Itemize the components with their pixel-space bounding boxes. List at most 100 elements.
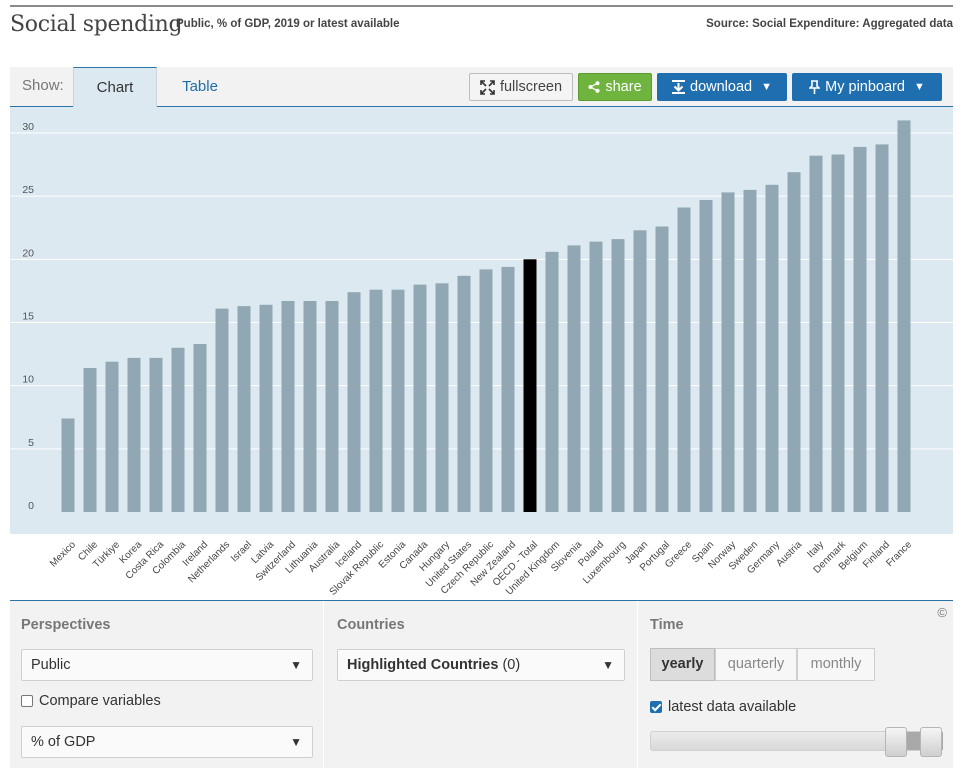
latest-data-checkbox[interactable]: latest data available <box>650 699 796 715</box>
download-button[interactable]: download ▼ <box>657 73 787 101</box>
countries-select-count: (0) <box>502 657 521 673</box>
chevron-down-icon: ▼ <box>290 735 302 749</box>
bar-germany[interactable] <box>765 184 779 513</box>
compare-variables-checkbox[interactable]: Compare variables <box>21 693 161 709</box>
bar-portugal[interactable] <box>655 226 669 513</box>
countries-title: Countries <box>337 617 405 633</box>
bar-iceland[interactable] <box>347 292 361 512</box>
bar-hungary[interactable] <box>435 283 449 512</box>
bar-greece[interactable] <box>677 207 691 513</box>
y-tick-label: 25 <box>22 184 34 196</box>
source-link[interactable]: Source: Social Expenditure: Aggregated d… <box>706 18 953 30</box>
compare-variables-label: Compare variables <box>39 693 161 709</box>
pinboard-button[interactable]: My pinboard ▼ <box>792 73 942 101</box>
measure-select[interactable]: % of GDP ▼ <box>21 726 313 758</box>
bar-sweden[interactable] <box>743 189 757 512</box>
bar-canada[interactable] <box>413 284 427 512</box>
tab-chart[interactable]: Chart <box>73 67 157 108</box>
tab-table[interactable]: Table <box>182 78 218 95</box>
bar-colombia[interactable] <box>171 347 185 512</box>
fullscreen-label: fullscreen <box>499 79 563 95</box>
perspective-select[interactable]: Public ▼ <box>21 649 313 681</box>
bar-oecd-total[interactable] <box>523 259 537 512</box>
share-icon <box>588 81 600 93</box>
share-label: share <box>605 79 642 95</box>
bar-luxembourg[interactable] <box>611 239 625 512</box>
x-tick-label: Austria <box>774 539 804 569</box>
time-slider-end-handle[interactable] <box>920 727 942 757</box>
y-tick-label: 20 <box>22 247 34 259</box>
countries-select[interactable]: Highlighted Countries (0) ▼ <box>337 649 625 681</box>
y-tick-label: 10 <box>22 374 34 386</box>
bar-lithuania[interactable] <box>303 301 317 512</box>
bar-japan[interactable] <box>633 230 647 513</box>
time-title: Time <box>650 617 684 633</box>
quarterly-button[interactable]: quarterly <box>715 648 797 681</box>
countries-select-label: Highlighted Countries <box>347 657 499 673</box>
chevron-down-icon: ▼ <box>602 658 614 672</box>
y-tick-label: 30 <box>22 121 34 133</box>
bar-australia[interactable] <box>325 301 339 512</box>
bar-mexico[interactable] <box>61 418 75 513</box>
view-tabbar: Show: Chart Table fullscreen share downl… <box>10 67 953 108</box>
expand-icon <box>480 79 495 95</box>
bar-czech-republic[interactable] <box>479 269 493 512</box>
share-button[interactable]: share <box>578 73 652 101</box>
bar-costa-rica[interactable] <box>149 357 163 512</box>
x-tick-label: Israel <box>229 539 254 564</box>
bar-belgium[interactable] <box>853 146 867 512</box>
time-slider-start-handle[interactable] <box>885 727 907 757</box>
countries-panel: Countries Highlighted Countries (0) ▼ <box>324 601 637 768</box>
chevron-down-icon: ▼ <box>913 81 925 93</box>
time-panel: Time © yearly quarterly monthly latest d… <box>638 601 953 768</box>
bar-austria[interactable] <box>787 172 801 512</box>
perspectives-panel: Perspectives Public ▼ Compare variables … <box>10 601 323 768</box>
show-label: Show: <box>22 77 64 94</box>
bar-israel[interactable] <box>237 306 251 512</box>
time-slider[interactable] <box>650 727 943 757</box>
bar-ireland[interactable] <box>193 344 207 512</box>
bar-new-zealand[interactable] <box>501 266 515 512</box>
x-tick-label: Mexico <box>48 539 78 569</box>
checkbox-checked-icon <box>650 701 662 713</box>
bar-denmark[interactable] <box>831 154 845 513</box>
download-label: download <box>690 79 753 95</box>
bar-france[interactable] <box>897 120 911 513</box>
bar-finland[interactable] <box>875 144 889 512</box>
copyright-icon[interactable]: © <box>937 605 947 620</box>
measure-select-value: % of GDP <box>31 734 96 750</box>
bar-estonia[interactable] <box>391 289 405 512</box>
y-tick-label: 0 <box>28 500 34 512</box>
bar-korea[interactable] <box>127 357 141 512</box>
monthly-button[interactable]: monthly <box>797 648 875 681</box>
x-tick-label: France <box>884 539 914 569</box>
bar-poland[interactable] <box>589 241 603 512</box>
chevron-down-icon: ▼ <box>761 81 772 93</box>
bar-italy[interactable] <box>809 155 823 512</box>
fullscreen-button[interactable]: fullscreen <box>469 73 573 101</box>
chevron-down-icon: ▼ <box>290 658 302 672</box>
bar-spain[interactable] <box>699 200 713 512</box>
checkbox-icon <box>21 695 33 707</box>
bar-netherlands[interactable] <box>215 308 229 512</box>
perspective-select-value: Public <box>31 657 71 673</box>
page-subtitle: Public, % of GDP, 2019 or latest availab… <box>176 18 400 30</box>
bar-chile[interactable] <box>83 368 97 512</box>
bar-norway[interactable] <box>721 192 735 512</box>
page-title: Social spending <box>10 12 183 37</box>
bar-latvia[interactable] <box>259 304 273 512</box>
download-icon <box>672 80 686 94</box>
bar-chart: 051015202530MexicoChileTürkiyeKoreaCosta… <box>10 120 953 598</box>
pin-icon <box>809 79 821 94</box>
bar-united-kingdom[interactable] <box>545 251 559 513</box>
bar-slovak-republic[interactable] <box>369 289 383 512</box>
bar-united-states[interactable] <box>457 275 471 512</box>
bar-switzerland[interactable] <box>281 301 295 512</box>
pinboard-label: My pinboard <box>825 79 905 95</box>
bar-slovenia[interactable] <box>567 245 581 512</box>
y-tick-label: 5 <box>28 437 34 449</box>
yearly-button[interactable]: yearly <box>650 648 715 681</box>
bar-t-rkiye[interactable] <box>105 361 119 512</box>
controls-divider <box>10 600 953 601</box>
y-tick-label: 15 <box>22 311 34 323</box>
